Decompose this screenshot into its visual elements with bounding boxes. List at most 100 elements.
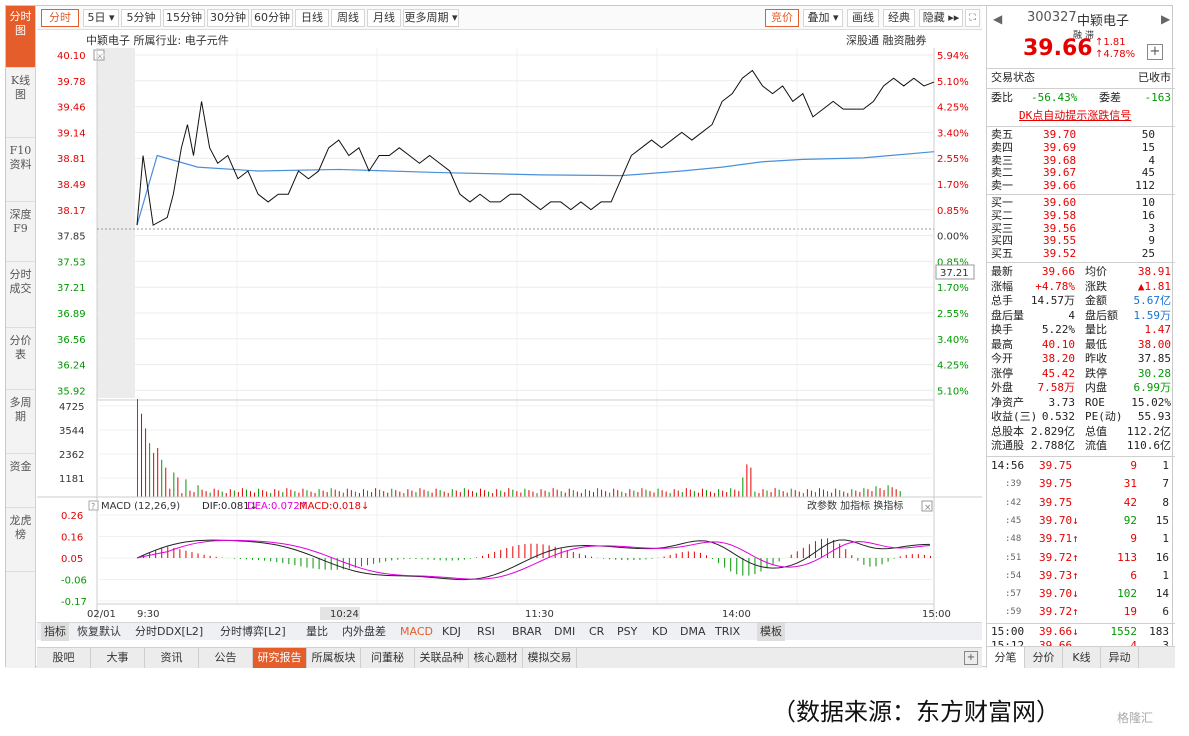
indicator-tab[interactable]: PSY [617, 625, 638, 638]
volume-bar [629, 489, 631, 497]
chart-title-right[interactable]: 深股通 融资融券 [846, 34, 927, 47]
overlay-dropdown[interactable]: 叠加 ▾ [803, 9, 843, 27]
indicator-tab[interactable]: CR [589, 625, 605, 638]
intraday-chart[interactable]: × 40.10 39.78 39.46 39.14 38.81 38.49 38.17 37.… [37, 30, 982, 620]
bottom-tab[interactable]: 研究报告 [253, 648, 307, 668]
indicator-tab[interactable]: 分时博弈[L2] [220, 625, 286, 638]
next-stock-icon[interactable]: ▶ [1161, 12, 1171, 26]
period-tab-15min[interactable]: 15分钟 [163, 9, 205, 27]
indicator-tab[interactable]: DMA [680, 625, 706, 638]
indicator-tab[interactable]: KD [652, 625, 668, 638]
tick-volume: 9 [1130, 532, 1137, 546]
dk-signal-link[interactable]: DK点自动提示涨跌信号 [1019, 109, 1132, 122]
auction-button[interactable]: 竞价 [765, 9, 799, 27]
macd-bar [306, 558, 308, 568]
pct-tick: 1.70% [937, 283, 969, 294]
bottom-tab[interactable]: 大事 [91, 648, 145, 668]
help-icon[interactable] [88, 500, 99, 511]
indicator-tab[interactable]: 恢复默认 [77, 625, 121, 638]
volume-bar [770, 492, 772, 497]
volume-bar [762, 489, 764, 497]
volume-bar [419, 488, 421, 497]
macd-bar [748, 558, 750, 576]
hide-button[interactable]: 隐藏 ▸▸ [919, 9, 963, 27]
prev-stock-icon[interactable]: ◀ [993, 12, 1003, 26]
tab-trades[interactable]: 分时成交 [6, 264, 35, 328]
indicator-tab[interactable]: DMI [554, 625, 576, 638]
volume-bar [625, 493, 627, 497]
tab-kline[interactable]: K线图 [6, 70, 35, 138]
right-tab[interactable]: K线 [1063, 647, 1101, 668]
classic-button[interactable]: 经典 [883, 9, 915, 27]
period-more-dropdown[interactable]: 更多周期 ▾ [403, 9, 459, 27]
bottom-tab[interactable]: 问董秘 [361, 648, 415, 668]
tab-f10[interactable]: F10资料 [6, 140, 35, 202]
volume-bar [818, 488, 820, 497]
period-tab-5min[interactable]: 5分钟 [121, 9, 161, 27]
period-tab-30min[interactable]: 30分钟 [207, 9, 249, 27]
indicator-tab[interactable]: KDJ [442, 625, 461, 638]
volume-bar [802, 493, 804, 497]
volume-bar [484, 490, 486, 497]
bottom-tab[interactable]: 核心题材 [469, 648, 523, 668]
stat-value: ▲1.81 [1137, 279, 1171, 293]
right-tab[interactable]: 异动 [1101, 647, 1139, 668]
tab-price-table[interactable]: 分价表 [6, 330, 35, 390]
macd-bar [524, 544, 526, 558]
tab-funds[interactable]: 资金 [6, 456, 35, 508]
stat-label: 最新 [991, 265, 1013, 278]
indicator-tab[interactable]: BRAR [512, 625, 542, 638]
bottom-tab[interactable]: 模拟交易 [523, 648, 577, 668]
period-tab-week[interactable]: 周线 [331, 9, 365, 27]
macd-bar [445, 558, 447, 561]
bottom-tab[interactable]: 股吧 [37, 648, 91, 668]
draw-button[interactable]: 画线 [847, 9, 879, 27]
period-tab-intraday[interactable]: 分时 [41, 9, 79, 27]
price-tick: 39.78 [57, 77, 86, 88]
price-tick: 35.92 [57, 386, 86, 397]
expand-icon[interactable]: + [964, 651, 978, 665]
right-tab[interactable]: 分价 [1025, 647, 1063, 668]
close-icon[interactable] [921, 500, 933, 512]
add-watchlist-icon[interactable]: + [1147, 44, 1163, 60]
indicator-tab[interactable]: TRIX [715, 625, 741, 638]
volume-bar [201, 489, 203, 497]
macd-bar [730, 558, 732, 572]
indicator-tab[interactable]: RSI [477, 625, 495, 638]
indicator-tab[interactable]: 量比 [306, 625, 328, 638]
bottom-tab[interactable]: 关联品种 [415, 648, 469, 668]
bottom-tab[interactable]: 公告 [199, 648, 253, 668]
tab-dragon-tiger[interactable]: 龙虎榜 [6, 510, 35, 572]
indicator-tab[interactable]: 指标 [41, 623, 69, 641]
time-tick: 11:30 [525, 609, 554, 620]
right-tab[interactable]: 分笔 [987, 647, 1025, 668]
bottom-tab[interactable]: 所属板块 [307, 648, 361, 668]
period-tab-day[interactable]: 日线 [295, 9, 329, 27]
indicator-tab[interactable]: 分时DDX[L2] [135, 625, 204, 638]
tick-time: 15:00 [991, 625, 1025, 638]
volume-bar [427, 491, 429, 497]
tick-row: :54 39.73↑ 6 1 [991, 569, 1171, 583]
stat-row: 外盘 7.58万 内盘 6.99万 [991, 381, 1171, 395]
pct-tick: 5.10% [937, 77, 969, 88]
volume-bar [157, 448, 159, 497]
period-tab-month[interactable]: 月线 [367, 9, 401, 27]
macd-bar [439, 558, 441, 561]
tab-multi-period[interactable]: 多周期 [6, 392, 35, 454]
macd-bar [899, 556, 901, 558]
period-tab-5day[interactable]: 5日 ▾ [83, 9, 119, 27]
time-tick: 15:00 [922, 609, 951, 620]
fullscreen-icon[interactable]: ⛶ [965, 9, 980, 27]
tab-depth[interactable]: 深度F9 [6, 204, 35, 262]
indicator-tab[interactable]: MACD [400, 625, 433, 638]
macd-actions[interactable]: 改参数 加指标 换指标 [807, 499, 903, 512]
macd-bar [270, 558, 272, 562]
bottom-tab[interactable]: 资讯 [145, 648, 199, 668]
indicator-tab[interactable]: 内外盘差 [342, 625, 386, 638]
volume-bar [649, 491, 651, 497]
indicator-tab[interactable]: 模板 [757, 623, 785, 641]
volume-bar [302, 488, 304, 497]
volume-bar [294, 491, 296, 497]
period-tab-60min[interactable]: 60分钟 [251, 9, 293, 27]
tab-intraday[interactable]: 分时图 [6, 6, 35, 68]
